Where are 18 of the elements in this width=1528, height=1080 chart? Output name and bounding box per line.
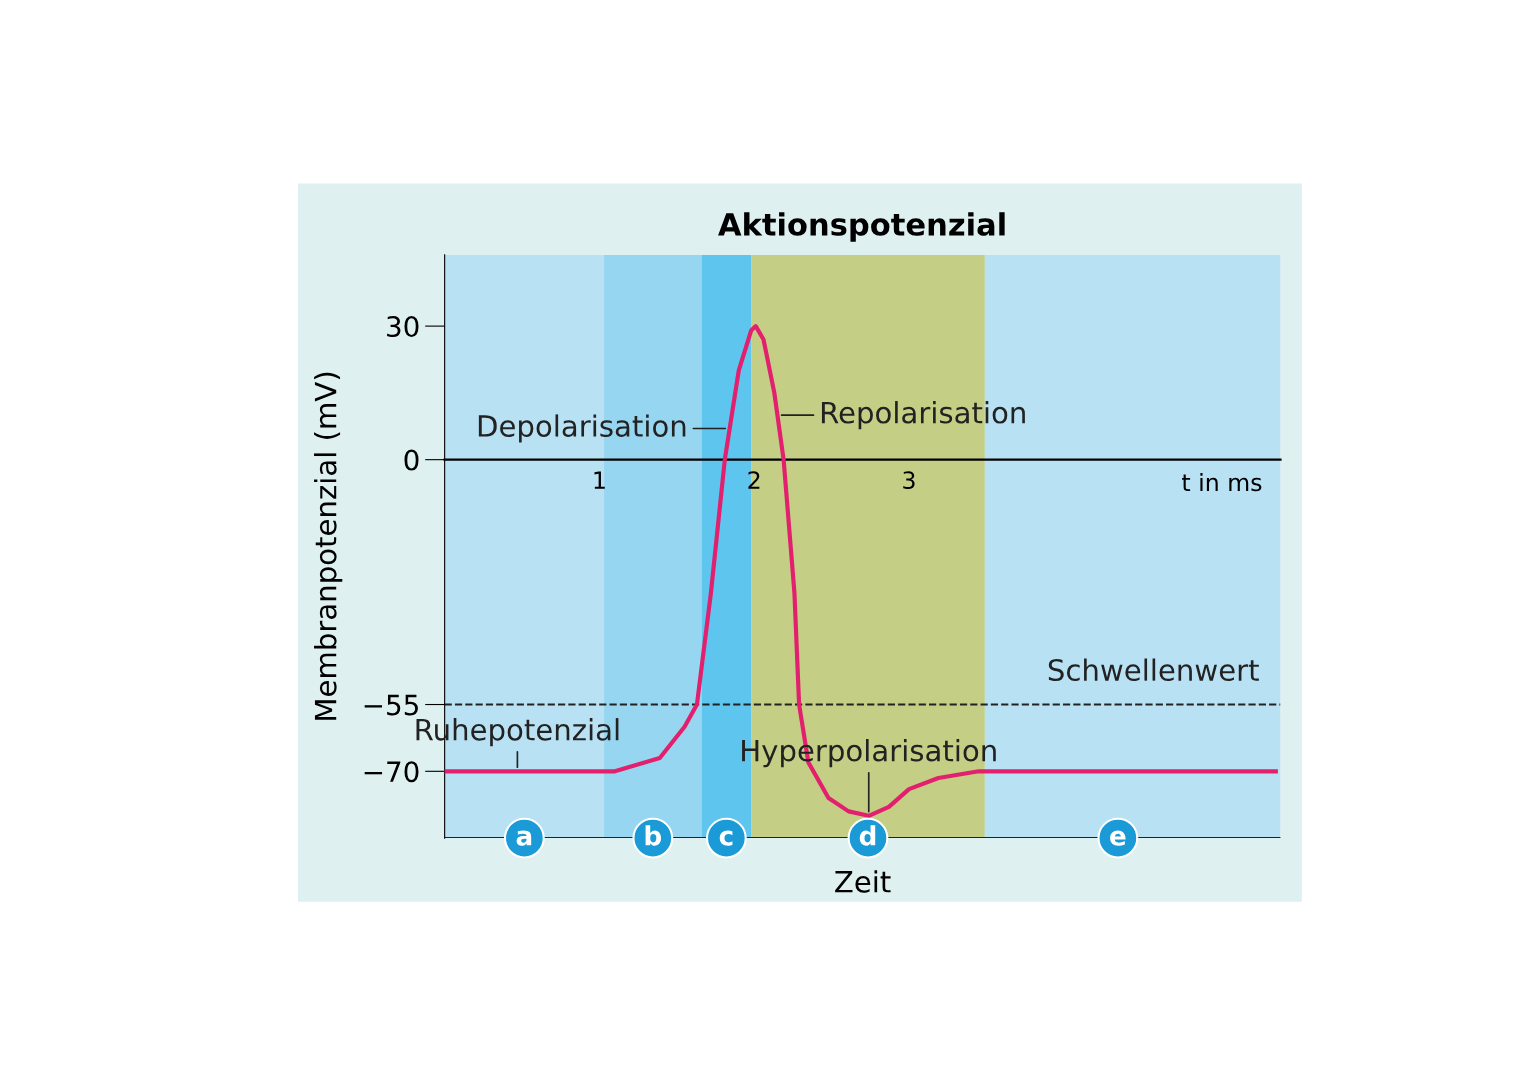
x-tick-label: 3: [903, 471, 915, 490]
band-label: d: [859, 825, 876, 846]
x-axis-title: Zeit: [835, 870, 891, 893]
annotation: t in ms: [1182, 473, 1262, 492]
band-label: c: [719, 830, 733, 846]
y-tick-label: −55: [364, 694, 418, 716]
band-label: e: [1110, 830, 1126, 846]
band-label: a: [516, 830, 532, 846]
y-tick-label: 30: [387, 316, 419, 338]
x-tick-label: 2: [748, 471, 760, 489]
band-label: b: [645, 825, 662, 846]
annotation: Depolarisation: [478, 414, 686, 443]
y-tick-label: 0: [404, 449, 419, 471]
ref-line-label: Schwellenwert: [1048, 658, 1259, 682]
y-tick-label: −70: [364, 761, 419, 783]
y-axis-title: Membranpotenzial (mV): [314, 372, 343, 720]
x-tick-label: 1: [594, 471, 605, 489]
chart-title: Aktionspotenzial: [718, 212, 1005, 242]
